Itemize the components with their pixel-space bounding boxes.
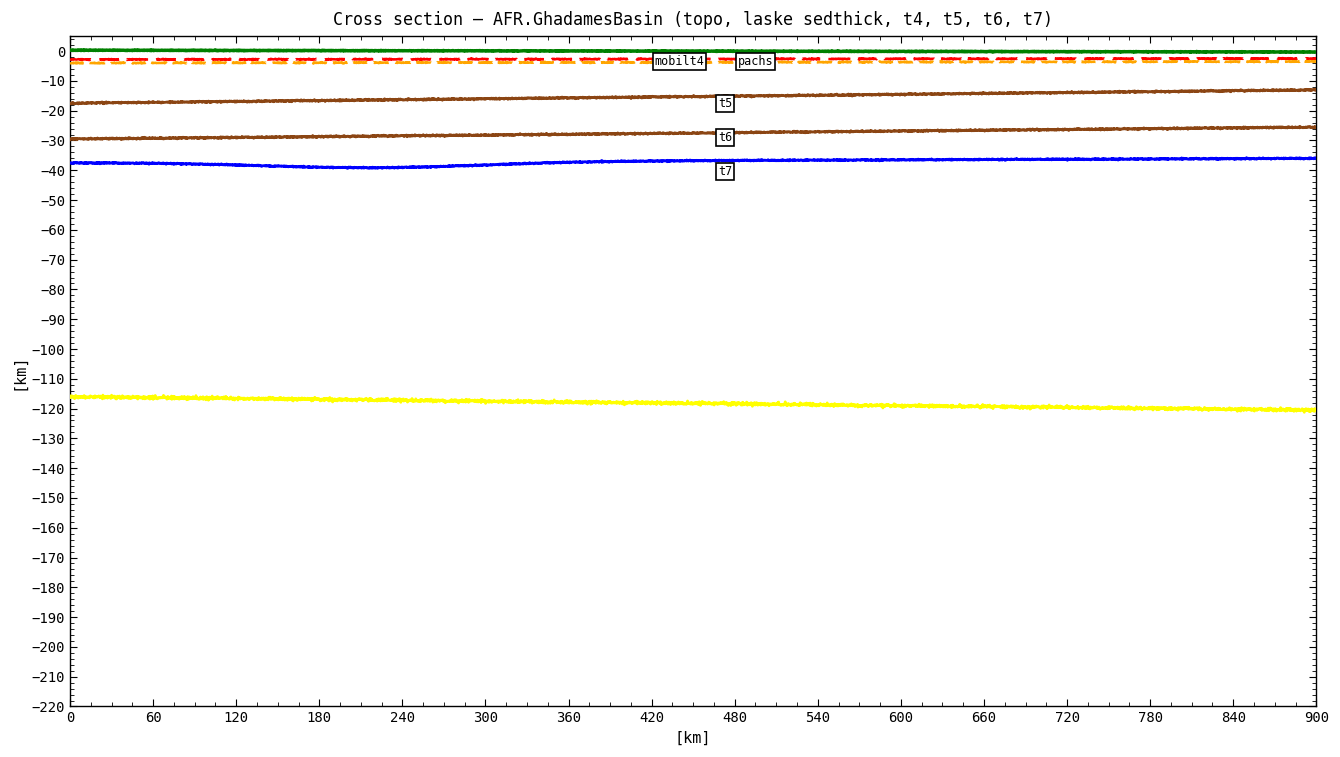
Y-axis label: [km]: [km] [11,353,25,390]
Text: t5: t5 [718,97,732,110]
Title: Cross section – AFR.GhadamesBasin (topo, laske sedthick, t4, t5, t6, t7): Cross section – AFR.GhadamesBasin (topo,… [334,11,1053,29]
X-axis label: [km]: [km] [675,731,712,746]
Text: t7: t7 [718,165,732,178]
Text: t6: t6 [718,131,732,144]
Text: mobilt4: mobilt4 [654,55,705,68]
Text: pachs: pachs [738,55,773,68]
